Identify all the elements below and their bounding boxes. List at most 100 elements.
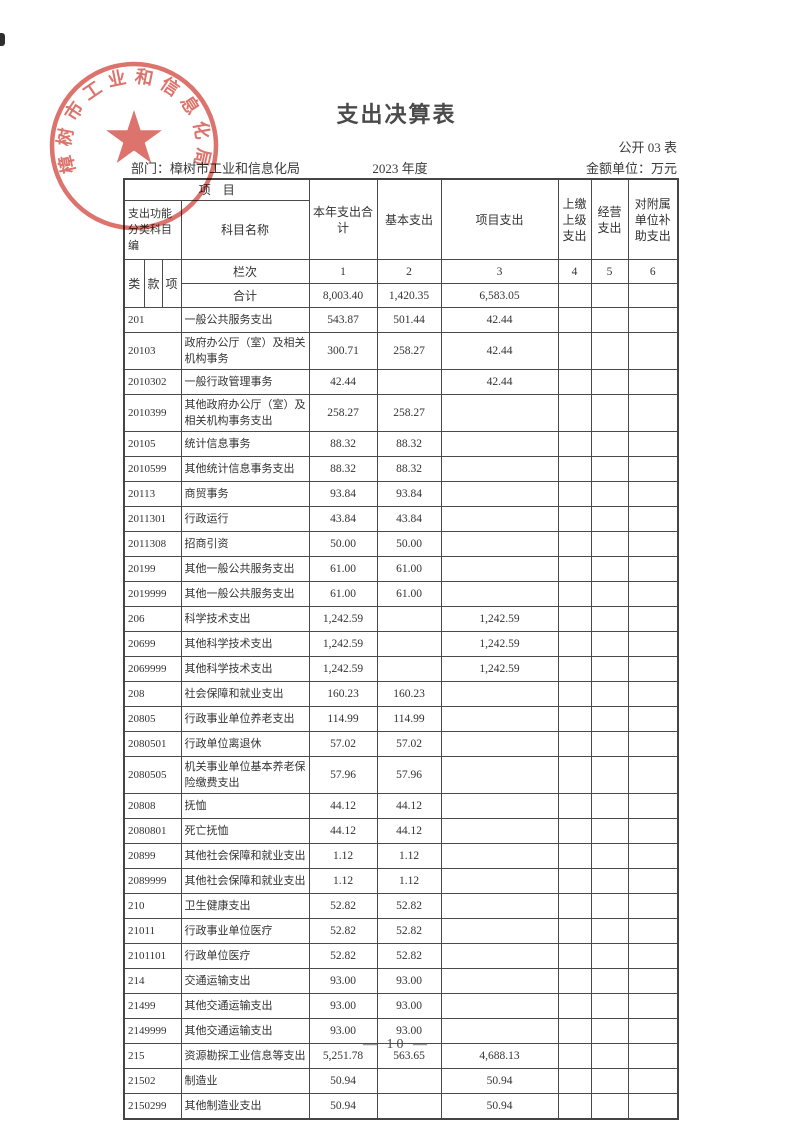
row-subsidy <box>627 706 679 732</box>
table-row: 2010599 其他统计信息事务支出 88.32 88.32 <box>123 456 679 482</box>
row-upper <box>557 968 592 994</box>
row-name: 行政单位离退休 <box>180 731 310 757</box>
row-code: 206 <box>123 606 182 632</box>
row-basic: 43.84 <box>376 506 442 532</box>
row-total: 114.99 <box>308 706 378 732</box>
row-basic <box>376 631 442 657</box>
row-code: 214 <box>123 968 182 994</box>
row-upper <box>557 431 592 457</box>
row-project: 42.44 <box>440 332 559 370</box>
row-total: 50.94 <box>308 1093 378 1120</box>
row-basic: 258.27 <box>376 332 442 370</box>
row-total: 5,251.78 <box>308 1043 378 1069</box>
expenditure-table: 项 目 本年支出合计 基本支出 项目支出 上缴上级支出 经营支出 对附属单位补助… <box>123 178 680 1120</box>
row-total: 52.82 <box>308 918 378 944</box>
row-code: 2010599 <box>123 456 182 482</box>
row-name: 其他一般公共服务支出 <box>180 581 310 607</box>
department: 部门：樟树市工业和信息化局 <box>131 158 300 177</box>
table-row: 20808 抚恤 44.12 44.12 <box>123 793 679 819</box>
row-total: 42.44 <box>308 369 378 395</box>
header-col-num-2: 2 <box>376 259 442 284</box>
table-row: 2101101 行政单位医疗 52.82 52.82 <box>123 943 679 969</box>
row-subsidy <box>627 993 679 1019</box>
row-basic: 93.00 <box>376 968 442 994</box>
row-upper <box>557 369 592 395</box>
row-subsidy <box>627 631 679 657</box>
scan-artifact <box>0 33 5 46</box>
row-subsidy <box>627 656 679 682</box>
table-row: 21499 其他交通运输支出 93.00 93.00 <box>123 993 679 1019</box>
total-label: 合计 <box>180 283 310 308</box>
row-project: 1,242.59 <box>440 656 559 682</box>
row-subsidy <box>627 431 679 457</box>
row-name: 其他交通运输支出 <box>180 1018 310 1044</box>
table-row: 2011308 招商引资 50.00 50.00 <box>123 531 679 557</box>
row-project <box>440 968 559 994</box>
header-col-num-1: 1 <box>308 259 378 284</box>
row-subsidy <box>627 506 679 532</box>
row-basic: 57.02 <box>376 731 442 757</box>
row-project <box>440 993 559 1019</box>
row-project <box>440 843 559 869</box>
row-name: 商贸事务 <box>180 481 310 507</box>
row-total: 52.82 <box>308 893 378 919</box>
row-project <box>440 394 559 432</box>
row-operating <box>590 943 629 969</box>
row-name: 其他统计信息事务支出 <box>180 456 310 482</box>
table-row: 20899 其他社会保障和就业支出 1.12 1.12 <box>123 843 679 869</box>
table-row: 20113 商贸事务 93.84 93.84 <box>123 481 679 507</box>
row-total: 44.12 <box>308 818 378 844</box>
row-operating <box>590 456 629 482</box>
row-name: 行政事业单位养老支出 <box>180 706 310 732</box>
row-code: 2080801 <box>123 818 182 844</box>
table-row: 2010302 一般行政管理事务 42.44 42.44 <box>123 369 679 395</box>
header-col-operating: 经营支出 <box>590 178 629 260</box>
header-col-num-4: 4 <box>557 259 592 284</box>
table-row: 20105 统计信息事务 88.32 88.32 <box>123 431 679 457</box>
row-upper <box>557 556 592 582</box>
table-row: 20103 政府办公厅（室）及相关机构事务 300.71 258.27 42.44 <box>123 332 679 370</box>
row-total: 1.12 <box>308 843 378 869</box>
header-col-subsidy: 对附属单位补助支出 <box>627 178 679 260</box>
row-total: 50.94 <box>308 1068 378 1094</box>
row-code: 20699 <box>123 631 182 657</box>
row-total: 258.27 <box>308 394 378 432</box>
row-project <box>440 456 559 482</box>
header-item: 项 <box>161 259 182 308</box>
header-col-num-3: 3 <box>440 259 559 284</box>
row-project: 50.94 <box>440 1068 559 1094</box>
row-operating <box>590 1068 629 1094</box>
row-operating <box>590 893 629 919</box>
row-upper <box>557 756 592 794</box>
row-basic: 88.32 <box>376 456 442 482</box>
table-body: 项 目 本年支出合计 基本支出 项目支出 上缴上级支出 经营支出 对附属单位补助… <box>123 178 679 1120</box>
row-upper <box>557 818 592 844</box>
row-name: 行政运行 <box>180 506 310 532</box>
row-code: 21011 <box>123 918 182 944</box>
row-upper <box>557 793 592 819</box>
row-operating <box>590 431 629 457</box>
row-code: 2010399 <box>123 394 182 432</box>
row-code: 20199 <box>123 556 182 582</box>
row-name: 其他政府办公厅（室）及相关机构事务支出 <box>180 394 310 432</box>
table-row: 21502 制造业 50.94 50.94 <box>123 1068 679 1094</box>
row-basic: 61.00 <box>376 581 442 607</box>
row-total: 160.23 <box>308 681 378 707</box>
table-row: 206 科学技术支出 1,242.59 1,242.59 <box>123 606 679 632</box>
amount-unit: 金额单位：万元 <box>585 161 677 176</box>
row-code: 2011301 <box>123 506 182 532</box>
row-basic: 88.32 <box>376 431 442 457</box>
fiscal-year: 2023 年度 <box>372 161 428 176</box>
row-subsidy <box>627 481 679 507</box>
row-basic: 93.84 <box>376 481 442 507</box>
row-basic: 52.82 <box>376 943 442 969</box>
row-operating <box>590 394 629 432</box>
row-project: 42.44 <box>440 307 559 333</box>
row-name: 行政事业单位医疗 <box>180 918 310 944</box>
row-upper <box>557 506 592 532</box>
header-col-project: 项目支出 <box>440 178 559 260</box>
row-project: 1,242.59 <box>440 606 559 632</box>
row-subsidy <box>627 893 679 919</box>
row-operating <box>590 706 629 732</box>
row-project <box>440 793 559 819</box>
